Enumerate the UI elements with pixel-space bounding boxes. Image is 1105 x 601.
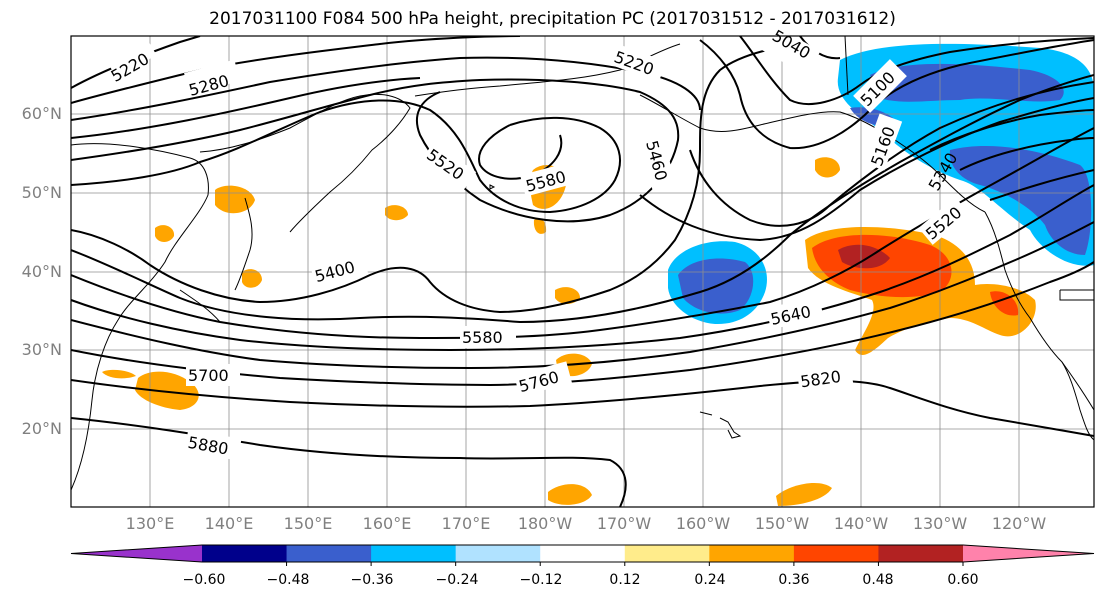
graticule (71, 36, 1094, 507)
lon-label: 150°E (283, 514, 333, 533)
colorbar-segment (286, 545, 372, 562)
lat-label: 40°N (21, 262, 62, 281)
colorbar-segment (624, 545, 710, 562)
colorbar-segment (202, 545, 288, 562)
colorbar-tick-label: 0.12 (609, 572, 641, 588)
lon-label: 140°W (833, 514, 889, 533)
lon-label: 130°W (912, 514, 968, 533)
colorbar (70, 544, 1095, 566)
lon-label: 160°W (675, 514, 731, 533)
colorbar-segment (540, 545, 626, 562)
lat-label: 20°N (21, 419, 62, 438)
contour-label: 5580 (462, 328, 503, 347)
colorbar-segment (455, 545, 541, 562)
lon-label: 160°E (362, 514, 412, 533)
contour-label: 5160 (867, 124, 899, 169)
map-frame (70, 35, 1095, 508)
lon-label: 130°E (125, 514, 175, 533)
colorbar-extend-min (71, 545, 202, 562)
lat-label: 30°N (21, 340, 62, 359)
colorbar-segment (793, 545, 879, 562)
precip-shading (102, 43, 1094, 506)
colorbar-tick-label: 0.48 (862, 572, 894, 588)
lat-label: 50°N (21, 183, 62, 202)
colorbar-tick-label: 0.36 (778, 572, 810, 588)
contour-label: 5400 (313, 257, 357, 286)
contour-label: 5220 (612, 47, 657, 79)
colorbar-tick-label: −0.60 (182, 572, 226, 588)
lon-label: 140°E (204, 514, 254, 533)
lon-label: 170°W (596, 514, 652, 533)
colorbar-tick-label: −0.24 (435, 572, 479, 588)
page-title: 2017031100 F084 500 hPa height, precipit… (209, 9, 896, 29)
colorbar-tick-label: 0.24 (694, 572, 726, 588)
colorbar-extend-max (963, 545, 1094, 562)
contour-label: 5700 (188, 366, 229, 385)
colorbar-tick-label: −0.48 (266, 572, 310, 588)
colorbar-segment (878, 545, 964, 562)
contour-label: 5760 (517, 367, 561, 396)
height-contours (71, 36, 1094, 507)
colorbar-tick-label: −0.36 (350, 572, 394, 588)
colorbar-segment (709, 545, 795, 562)
lon-label: 170°E (441, 514, 491, 533)
lat-label: 60°N (21, 104, 62, 123)
colorbar-segment (371, 545, 457, 562)
colorbar-tick-label: 0.60 (947, 572, 979, 588)
colorbar-tick-label: −0.12 (519, 572, 563, 588)
lon-label: 120°W (991, 514, 1047, 533)
colorbar-outline (70, 544, 1095, 563)
lon-label: 180°W (517, 514, 573, 533)
lon-label: 150°W (754, 514, 810, 533)
